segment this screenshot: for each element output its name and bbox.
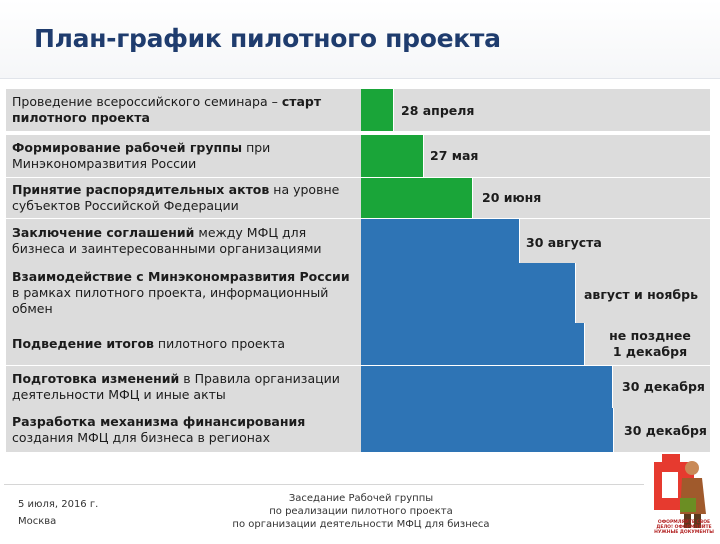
schedule-row-bar [361,366,613,408]
schedule-row-label: Разработка механизма финансирования созд… [12,414,306,445]
schedule-row-bar [361,263,576,323]
schedule-row-date: 20 июня [482,190,542,205]
footer-divider [4,484,644,485]
footer-meeting-line3: по организации деятельности МФЦ для бизн… [232,519,490,530]
footer-date: 5 июля, 2016 г. [18,499,99,510]
schedule-row-label: Взаимодействие с Минэкономразвития Росси… [12,269,350,316]
footer-meeting-line2: по реализации пилотного проекта [269,506,453,517]
schedule-row: Проведение всероссийского семинара – ста… [6,89,710,131]
footer-meeting: Заседание Рабочей группы по реализации п… [226,492,496,531]
schedule-row: Разработка механизма финансирования созд… [6,408,710,452]
slide-header: План-график пилотного проекта [0,0,720,79]
schedule-row: Заключение соглашений между МФЦ для бизн… [6,219,710,263]
schedule-row-label: Принятие распорядительных актов на уровн… [12,182,340,213]
schedule-row-date: 30 декабря [622,379,705,394]
schedule-row: Принятие распорядительных актов на уровн… [6,178,710,218]
schedule-row-bar [361,135,424,177]
footer-meeting-line1: Заседание Рабочей группы [288,493,434,504]
schedule-row: Формирование рабочей группы при Минэконо… [6,135,710,177]
schedule-row: Взаимодействие с Минэкономразвития Росси… [6,263,710,323]
mfc-logo-icon: ОФОРМЛЯЙТЕ СВОЕ ДЕЛО! ОФОРМЛЯЙТЕ НУЖНЫЕ … [640,448,720,540]
schedule-row-date: 30 декабря [624,423,707,438]
schedule-row-label: Подготовка изменений в Правила организац… [12,371,340,402]
schedule-row: Подготовка изменений в Правила организац… [6,366,710,408]
schedule-row-bar [361,178,473,218]
schedule-row-bar [361,89,394,131]
schedule-row-label: Заключение соглашений между МФЦ для бизн… [12,225,322,256]
schedule-row-date: 27 мая [430,148,479,163]
schedule-row-label: Проведение всероссийского семинара – ста… [12,94,322,125]
schedule-row: Подведение итогов пилотного проекта [6,323,710,365]
schedule-row-label: Подведение итогов пилотного проекта [12,336,286,351]
schedule-row-label: Формирование рабочей группы при Минэконо… [12,140,271,171]
slide-title: План-график пилотного проекта [34,24,501,53]
schedule-row-bar [361,323,585,365]
schedule-row-bar [361,408,614,452]
footer-city: Москва [18,516,57,527]
footer-date-block: 5 июля, 2016 г. Москва [18,496,98,530]
schedule-row-bar [361,219,520,263]
schedule-row-date: не позднее 1 декабря [609,328,691,359]
schedule-row-date: август и ноябрь [584,287,698,302]
schedule-row-date: 30 августа [526,235,602,250]
schedule-row-date: 28 апреля [401,103,475,118]
